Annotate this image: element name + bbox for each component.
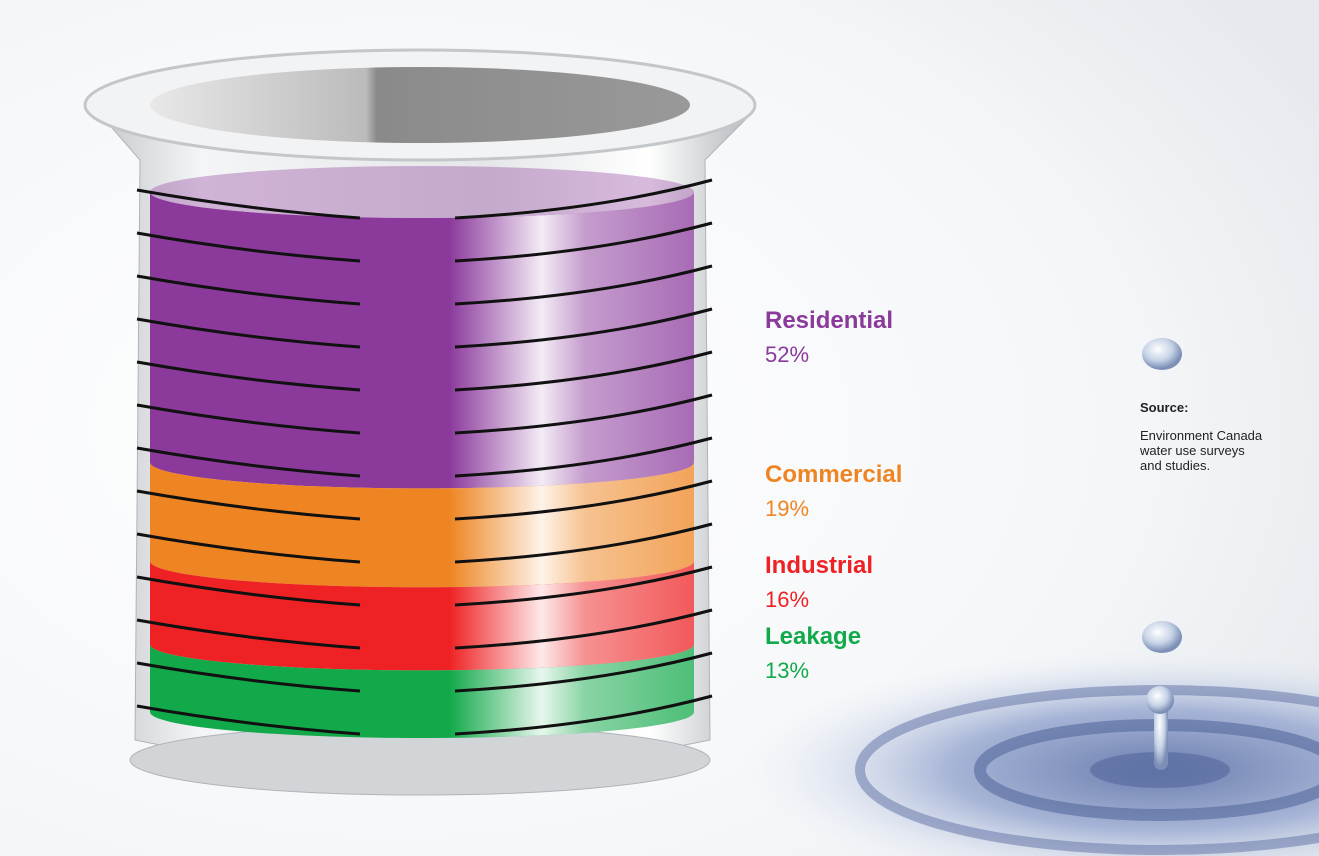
liquid-surface [150,166,694,218]
graduation [454,393,713,435]
value-label: 19% [765,496,809,521]
graduation [454,565,713,607]
graduation [454,651,713,693]
graduation [454,264,713,306]
water-ripple [740,650,1319,856]
graduation [136,532,361,564]
legend-label: Residential [765,307,893,334]
graduation [136,188,361,220]
legend: Residential 52% Commercial 19% Industrial 16%… [765,307,902,683]
liquid [150,166,694,738]
graduation [454,694,713,736]
graduation [136,403,361,435]
segment-shine [150,644,694,738]
graduation [136,446,361,478]
graduation [136,618,361,650]
graduation [136,704,361,736]
source-line: Environment Canada [1140,428,1263,443]
graduation [136,360,361,392]
legend-label: Leakage [765,623,861,650]
droplets [1142,338,1182,653]
graduation [454,608,713,650]
legend-label: Industrial [765,552,873,579]
graduation [454,436,713,478]
graduation [454,178,713,220]
graduation [136,575,361,607]
graduation [136,661,361,693]
graduation [454,479,713,521]
source-line: and studies. [1140,458,1210,473]
value-label: 52% [765,342,809,367]
segment-shine [150,192,694,489]
segment-shine [150,561,694,671]
value-label: 16% [765,587,809,612]
graduations [136,178,713,736]
graduation [454,307,713,349]
graduation [136,274,361,306]
graduation [136,317,361,349]
graduation [136,489,361,521]
graduation [454,221,713,263]
source-note: Source: Environment Canada water use sur… [1139,400,1263,473]
legend-label: Commercial [765,461,902,488]
value-label: 13% [765,658,809,683]
source-line: water use surveys [1139,443,1245,458]
graduation [454,522,713,564]
graduation [136,231,361,263]
source-label: Source: [1140,400,1188,415]
graduation [454,350,713,392]
